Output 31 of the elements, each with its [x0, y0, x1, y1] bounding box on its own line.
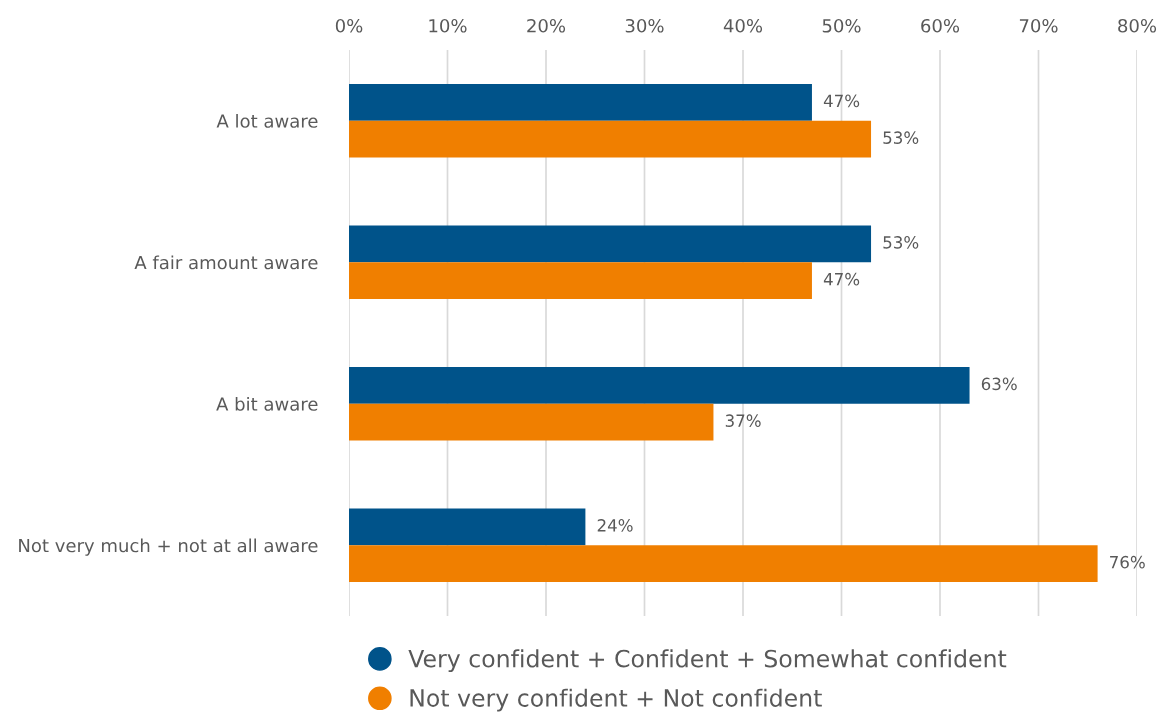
data-label: 76% [1110, 555, 1145, 569]
x-tick-label: 30% [625, 18, 664, 33]
y-tick-label: A bit aware [216, 396, 318, 411]
data-label: 53% [883, 236, 919, 249]
x-tick-label: 50% [822, 18, 861, 33]
x-tick-label: 10% [429, 18, 467, 33]
bar [349, 262, 812, 300]
data-label: 24% [597, 519, 633, 532]
x-tick-label: 20% [527, 18, 566, 33]
y-tick-label: A fair amount aware [134, 255, 318, 270]
x-tick-label: 60% [921, 18, 960, 33]
data-label: 47% [823, 94, 860, 108]
x-tick-label: 80% [1118, 18, 1157, 33]
bar [349, 225, 872, 263]
x-tick-label: 0% [335, 18, 363, 33]
bar [349, 508, 586, 546]
bar [349, 545, 1098, 583]
y-tick-label: A lot aware [216, 113, 318, 128]
data-label: 63% [981, 377, 1017, 391]
x-tick-label: 40% [723, 18, 763, 33]
legend-label: Very confident + Confident + Somewhat confident [408, 649, 1007, 673]
data-label: 37% [725, 414, 761, 427]
bar [349, 120, 872, 158]
legend-label: Not very confident + Not confident [410, 688, 822, 712]
data-label: 47% [823, 272, 860, 286]
bar [349, 403, 714, 441]
y-tick-label: Not very much + not at all aware [19, 538, 318, 556]
data-label: 53% [883, 131, 919, 144]
x-tick-label: 70% [1019, 18, 1058, 33]
bar [349, 83, 812, 121]
bar [349, 366, 970, 404]
